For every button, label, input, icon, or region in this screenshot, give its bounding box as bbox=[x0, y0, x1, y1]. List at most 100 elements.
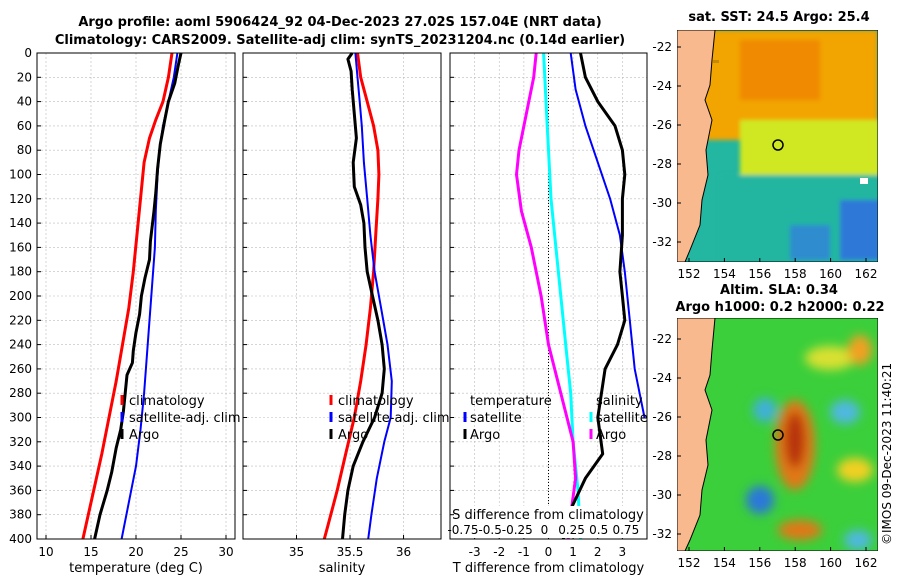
x-tick-label: 35.5 bbox=[337, 545, 364, 559]
legend-title-right: salinity bbox=[596, 394, 643, 409]
sst-map bbox=[677, 30, 878, 262]
argo-float-marker bbox=[772, 429, 784, 441]
x-tick-label: 25 bbox=[173, 545, 188, 559]
x-tick-label: 35 bbox=[289, 545, 304, 559]
x-tick-label: 3 bbox=[619, 545, 627, 559]
map-x-tick-label: 152 bbox=[678, 556, 701, 570]
x-tick-label: 0 bbox=[545, 545, 553, 559]
y-tick-label: 260 bbox=[9, 362, 32, 376]
x-tick-label: 15 bbox=[83, 545, 98, 559]
y-tick-label: 80 bbox=[17, 143, 32, 157]
y-tick-label: 140 bbox=[9, 216, 32, 230]
sla-high-patch bbox=[848, 335, 872, 365]
map-y-tick-label: -24 bbox=[652, 371, 672, 385]
sla-map-subtitle: Argo h1000: 0.2 h2000: 0.22 bbox=[675, 300, 885, 315]
map-y-tick-label: -22 bbox=[652, 40, 672, 54]
series-line-3 bbox=[341, 52, 386, 540]
sst-hot-patch bbox=[740, 40, 820, 100]
x-tick-label: 30 bbox=[218, 545, 233, 559]
map-y-tick-label: -32 bbox=[652, 527, 672, 541]
legend-label: satellite-adj. clim bbox=[338, 411, 450, 426]
sla-high-patch bbox=[837, 458, 873, 482]
legend-label: Argo bbox=[338, 428, 368, 443]
y-tick-label: 220 bbox=[9, 313, 32, 327]
profile-panel-2: 35 35.5 36 salinity climatology satellite-adj… bbox=[242, 52, 450, 576]
top-axis-backing bbox=[454, 506, 646, 538]
series-line-4 bbox=[561, 52, 627, 540]
sst-mid-region bbox=[740, 120, 878, 180]
series-line-2 bbox=[515, 52, 578, 540]
x-tick-label: -3 bbox=[469, 545, 481, 559]
map-y-tick-label: -28 bbox=[652, 449, 672, 463]
y-tick-label: 100 bbox=[9, 168, 32, 182]
legend-label: satellite-adj. clim bbox=[129, 411, 241, 426]
x-tick-label: -1 bbox=[518, 545, 530, 559]
top-tick-label: -0.5 bbox=[478, 523, 501, 537]
map-y-tick-label: -30 bbox=[652, 196, 672, 210]
sla-low-eddy bbox=[753, 398, 777, 422]
map-y-tick-label: -22 bbox=[652, 332, 672, 346]
sst-cold-patch bbox=[790, 225, 830, 260]
top-tick-label: 0 bbox=[541, 523, 549, 537]
map-x-tick-label: 154 bbox=[713, 267, 736, 281]
map-x-tick-label: 160 bbox=[819, 556, 842, 570]
y-tick-label: 0 bbox=[24, 46, 32, 60]
x-tick-label: 2 bbox=[594, 545, 602, 559]
series-line-3 bbox=[93, 52, 183, 540]
sla-low-eddy bbox=[844, 530, 872, 550]
x-tick-label: 1 bbox=[569, 545, 577, 559]
profile-panel-3: -3 -2 -1 0 1 2 3 T difference from climatology t… bbox=[447, 52, 648, 576]
top-tick-label: -0.25 bbox=[502, 523, 533, 537]
sst-coastline bbox=[677, 30, 716, 262]
series-line-2 bbox=[354, 52, 393, 540]
y-tick-label: 240 bbox=[9, 338, 32, 352]
map-x-tick-label: 158 bbox=[784, 267, 807, 281]
sla-high-eddy-core bbox=[785, 412, 805, 468]
x-tick-label: 20 bbox=[128, 545, 143, 559]
sst-missing-data bbox=[860, 178, 868, 184]
x-tick-label: -2 bbox=[493, 545, 505, 559]
sst-cold-patch bbox=[840, 200, 878, 260]
x-axis-label: salinity bbox=[319, 561, 366, 576]
map-y-tick-label: -30 bbox=[652, 488, 672, 502]
x-tick-label: 36 bbox=[396, 545, 411, 559]
map-x-tick-label: 158 bbox=[784, 556, 807, 570]
map-y-tick-label: -24 bbox=[652, 79, 672, 93]
sla-coastline bbox=[677, 318, 716, 551]
y-tick-label: 300 bbox=[9, 411, 32, 425]
map-x-tick-label: 162 bbox=[855, 267, 878, 281]
top-axis-label: S difference from climatology bbox=[452, 508, 644, 523]
x-axis-label: T difference from climatology bbox=[452, 561, 645, 576]
map-axes: 152 154 156 158 160 162 -22 -24 -26 -28 -30 -32 bbox=[652, 40, 877, 281]
y-tick-label: 200 bbox=[9, 289, 32, 303]
map-x-tick-label: 152 bbox=[678, 267, 701, 281]
argo-float-marker bbox=[772, 139, 784, 151]
x-tick-label: 10 bbox=[38, 545, 53, 559]
y-tick-label: 280 bbox=[9, 386, 32, 400]
legend-label: satellite bbox=[470, 411, 522, 426]
y-tick-label: 400 bbox=[9, 532, 32, 546]
sst-map-title: sat. SST: 24.5 Argo: 25.4 bbox=[688, 10, 870, 25]
sst-island bbox=[713, 60, 719, 63]
legend-label: climatology bbox=[129, 394, 205, 409]
top-tick-label: 0.75 bbox=[612, 523, 639, 537]
profile-panel-1: 0 20 40 60 80 100 120 140 160 180 200 220 240 260 280 3… bbox=[9, 46, 241, 576]
y-tick-label: 160 bbox=[9, 240, 32, 254]
legend-label: satellite bbox=[596, 411, 648, 426]
legend-label: climatology bbox=[338, 394, 414, 409]
y-tick-label: 380 bbox=[9, 508, 32, 522]
legend-label: Argo bbox=[596, 428, 626, 443]
top-tick-label: 0.5 bbox=[589, 523, 608, 537]
y-tick-label: 40 bbox=[17, 95, 32, 109]
series-line-3 bbox=[569, 52, 646, 418]
sla-low-eddy bbox=[830, 400, 860, 424]
map-x-tick-label: 162 bbox=[855, 556, 878, 570]
map-y-tick-label: -32 bbox=[652, 235, 672, 249]
y-tick-label: 180 bbox=[9, 265, 32, 279]
y-tick-label: 20 bbox=[17, 70, 32, 84]
figure-title-line2: Climatology: CARS2009. Satellite-adj cli… bbox=[54, 33, 626, 48]
map-x-tick-label: 154 bbox=[713, 556, 736, 570]
sla-high-patch bbox=[805, 346, 855, 370]
map-y-tick-label: -28 bbox=[652, 157, 672, 171]
